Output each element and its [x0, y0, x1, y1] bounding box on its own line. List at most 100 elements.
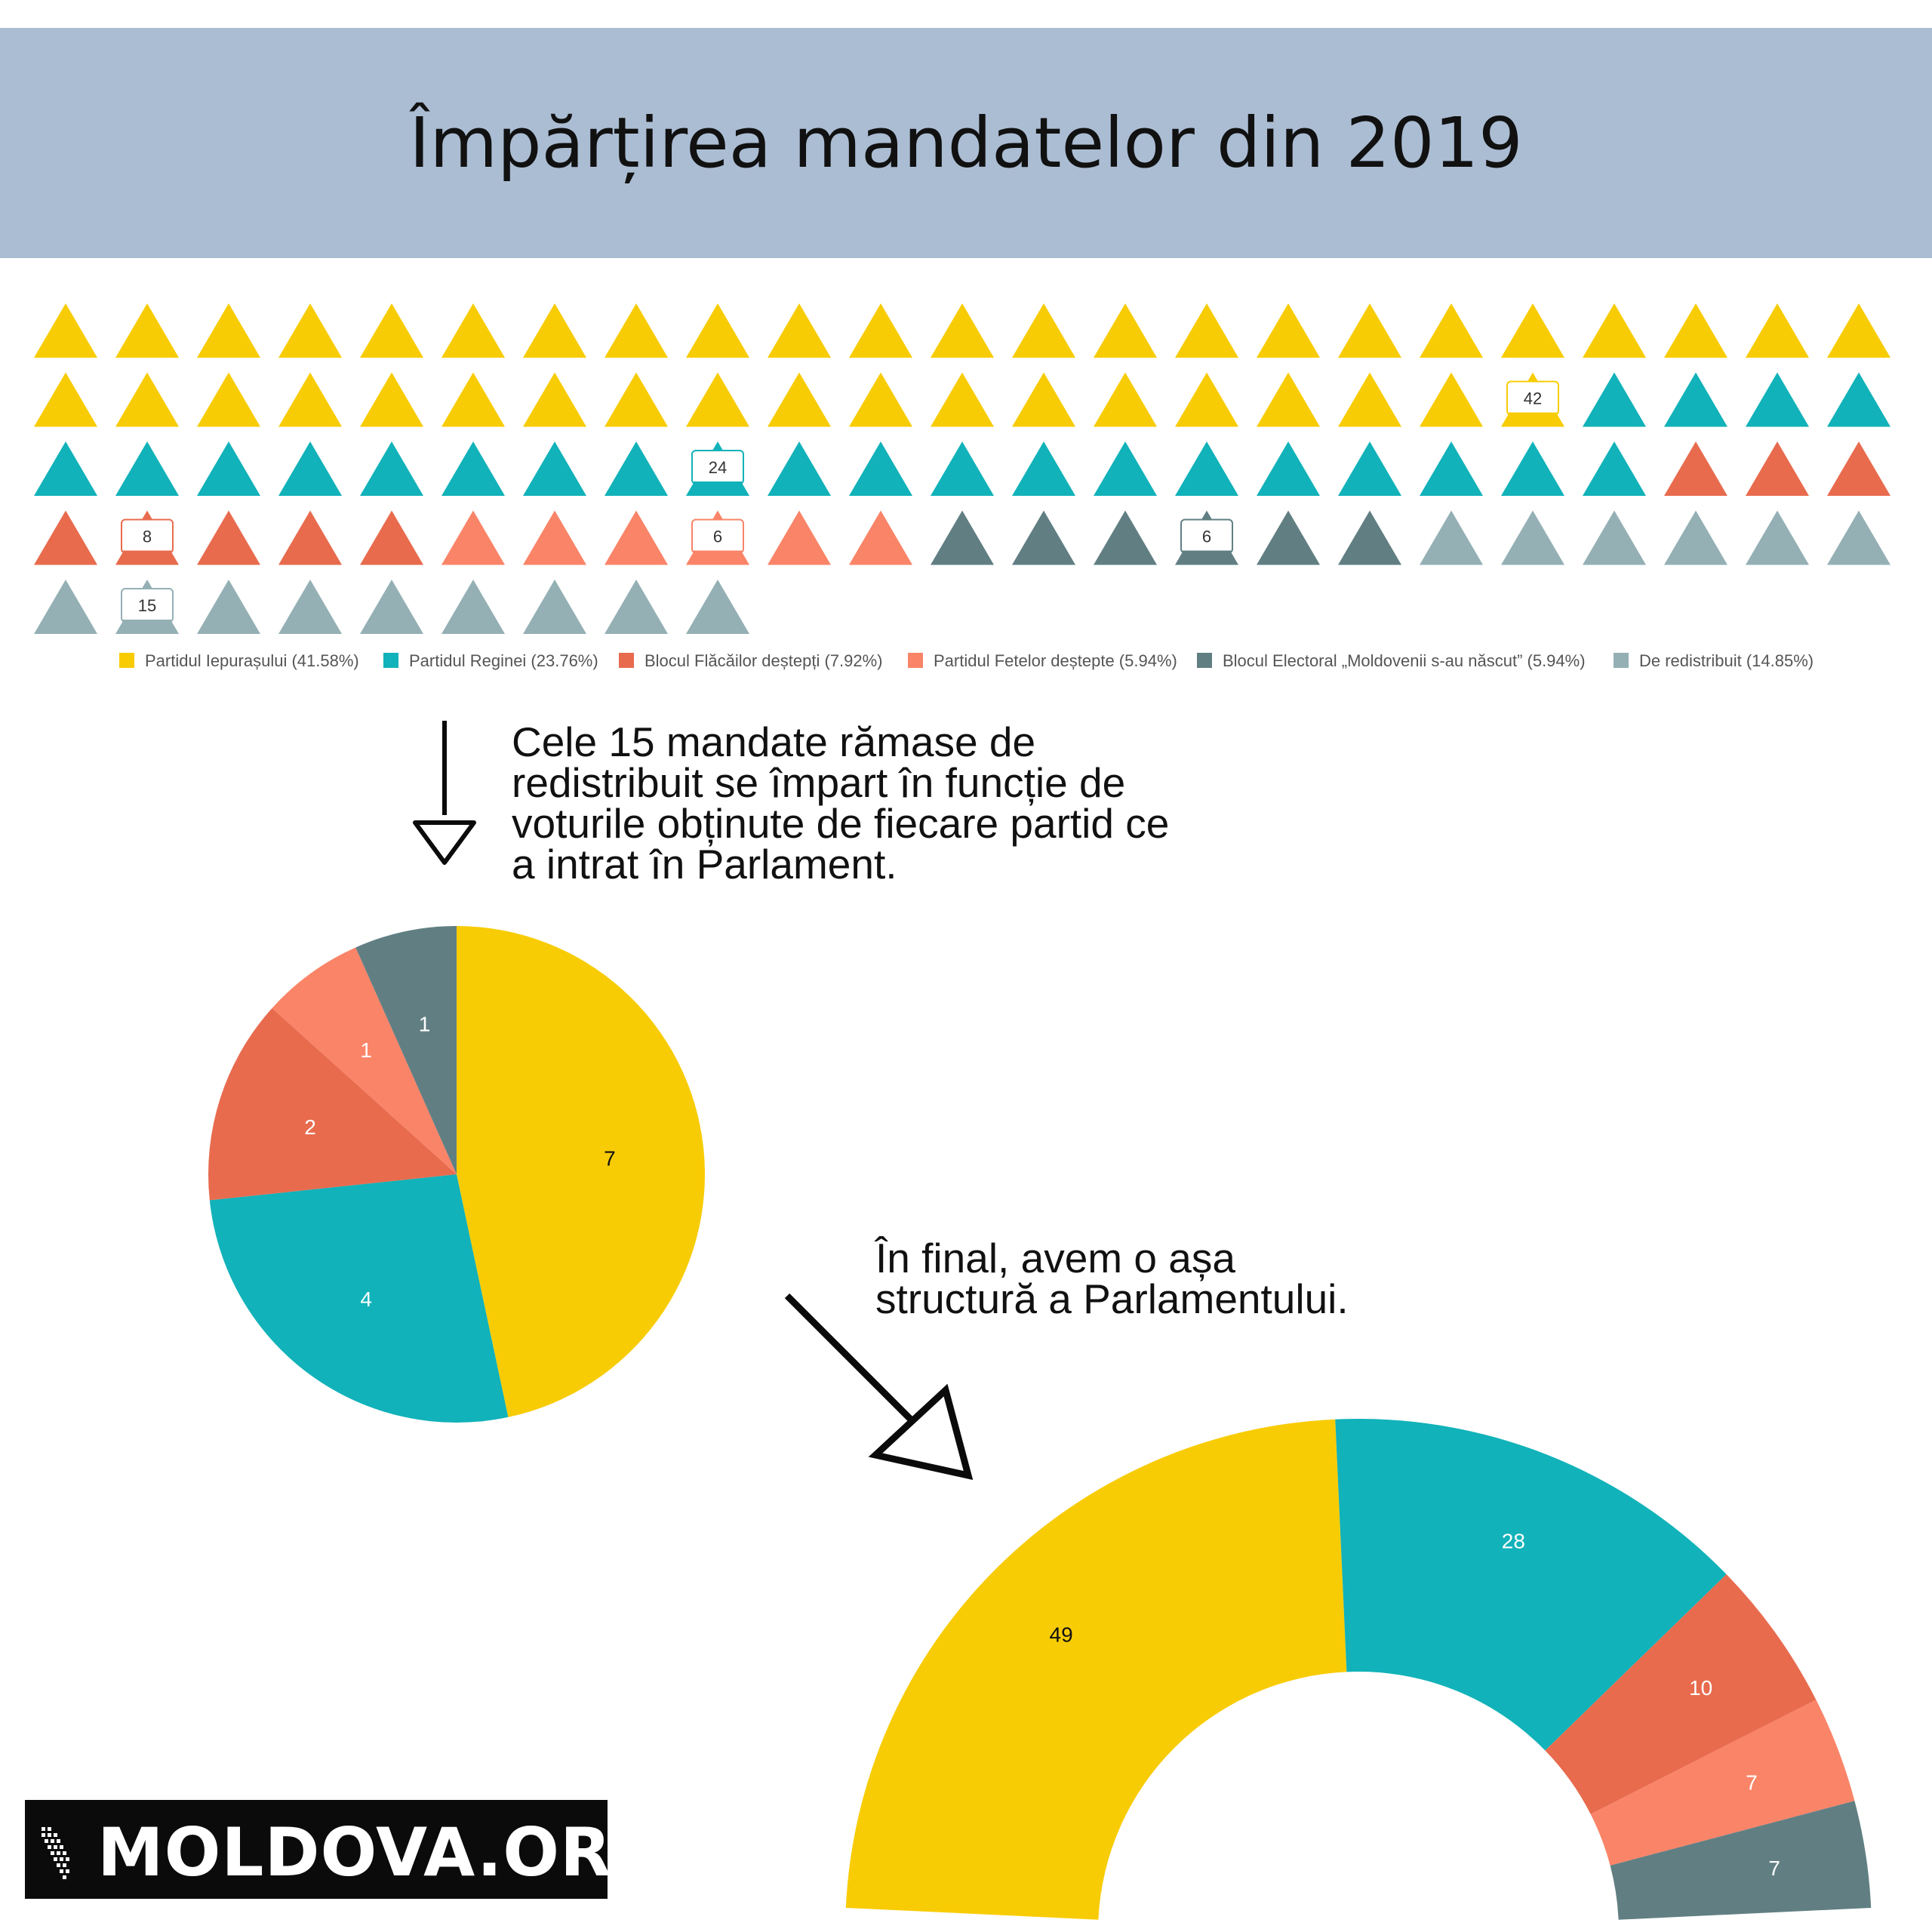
waffle-value-label: 15 — [138, 596, 156, 615]
redistribution-pie-chart: 7 4 2 1 1 — [208, 926, 706, 1423]
waffle-seat — [1012, 372, 1075, 427]
waffle-seat — [1501, 510, 1564, 565]
waffle-seat — [849, 303, 912, 358]
waffle-seat — [1420, 441, 1483, 496]
waffle-seat — [849, 372, 912, 427]
waffle-seat — [768, 372, 831, 427]
waffle-seat — [1175, 441, 1238, 496]
waffle-seat — [605, 580, 668, 634]
waffle-seat — [1012, 510, 1075, 565]
waffle-seat — [34, 510, 97, 565]
waffle-seat — [605, 510, 668, 565]
waffle-seat — [197, 510, 260, 565]
pie-slice-label: 1 — [360, 1038, 372, 1062]
waffle-seat — [1827, 441, 1890, 496]
waffle-chart: 42 24 8 6 6 15 — [34, 303, 1890, 634]
pie-slice — [208, 1008, 457, 1201]
pie-slice — [209, 1174, 509, 1423]
donut-segment — [1610, 1801, 1872, 1920]
waffle-seat — [1257, 372, 1320, 427]
donut-segment-label: 7 — [1768, 1857, 1780, 1880]
waffle-value-callout: 15 — [121, 583, 174, 623]
waffle-seat — [1175, 303, 1238, 358]
pie-slice — [457, 926, 706, 1417]
waffle-seat — [360, 580, 423, 634]
waffle-value-callout: 24 — [691, 445, 744, 485]
waffle-seat — [523, 510, 586, 565]
donut-segment-label: 10 — [1689, 1676, 1712, 1700]
redistribution-note: Cele 15 mandate rămase de redistribuit s… — [512, 718, 1170, 888]
waffle-value-callout: 6 — [1180, 513, 1233, 554]
waffle-seat — [1012, 441, 1075, 496]
pie-slice-label: 1 — [419, 1012, 431, 1035]
waffle-value-callout: 42 — [1506, 375, 1559, 416]
waffle-seat — [686, 372, 749, 427]
waffle-seat — [441, 580, 505, 634]
pie-slice-label: 7 — [604, 1147, 616, 1171]
waffle-value-label: 6 — [1202, 528, 1211, 546]
waffle-seat — [686, 580, 749, 634]
waffle-seat — [931, 303, 994, 358]
donut-segment-label: 49 — [1050, 1623, 1073, 1646]
waffle-seat — [34, 303, 97, 358]
waffle-seat — [1827, 510, 1890, 565]
pie-slice — [355, 926, 457, 1174]
waffle-seat — [768, 303, 831, 358]
waffle-seat — [1583, 510, 1646, 565]
donut-segment-label: 28 — [1502, 1530, 1525, 1553]
final-structure-note: În final, avem o așa structură a Parlame… — [875, 1235, 1349, 1322]
waffle-seat — [931, 510, 994, 565]
waffle-seat — [1338, 372, 1401, 427]
waffle-value-label: 42 — [1524, 389, 1542, 408]
pie-slice-label: 4 — [360, 1287, 372, 1311]
waffle-seat — [197, 580, 260, 634]
waffle-seat — [849, 441, 912, 496]
waffle-seat — [1664, 303, 1727, 358]
donut-segment — [1335, 1419, 1727, 1751]
waffle-seat — [1746, 510, 1809, 565]
donut-segment — [1545, 1574, 1817, 1814]
logo-text: MOLDOVA.ORG — [97, 1814, 668, 1891]
donut-segment — [845, 1419, 1347, 1920]
waffle-value-label: 24 — [709, 458, 727, 477]
waffle-seat — [1094, 372, 1157, 427]
waffle-seat — [1094, 510, 1157, 565]
waffle-seat — [605, 372, 668, 427]
parliament-semi-donut-chart: 49 28 10 7 7 — [845, 1419, 1872, 1920]
waffle-seat — [115, 303, 179, 358]
waffle-seat — [1338, 303, 1401, 358]
donut-segment-label: 7 — [1746, 1771, 1758, 1795]
waffle-seat — [1746, 303, 1809, 358]
waffle-seat — [1827, 303, 1890, 358]
down-arrow-icon — [413, 721, 476, 865]
waffle-seat — [441, 303, 505, 358]
waffle-seat — [1094, 441, 1157, 496]
waffle-value-callout: 6 — [691, 513, 744, 554]
waffle-seat — [523, 441, 586, 496]
waffle-seat — [523, 580, 586, 634]
waffle-seat — [931, 372, 994, 427]
waffle-seat — [1664, 441, 1727, 496]
waffle-seat — [523, 303, 586, 358]
waffle-seat — [197, 303, 260, 358]
moldova-org-logo[interactable]: MOLDOVA.ORG — [25, 1800, 666, 1899]
waffle-seat — [115, 372, 179, 427]
pie-slice — [272, 947, 457, 1174]
waffle-seat — [1257, 441, 1320, 496]
waffle-value-label: 8 — [143, 528, 152, 546]
waffle-value-label: 6 — [713, 528, 722, 546]
waffle-seat — [1746, 441, 1809, 496]
waffle-seat — [197, 441, 260, 496]
waffle-seat — [931, 441, 994, 496]
waffle-seat — [441, 372, 505, 427]
waffle-seat — [360, 372, 423, 427]
waffle-seat — [1257, 303, 1320, 358]
header-banner: Împărțirea mandatelor din 2019 — [0, 28, 1932, 258]
waffle-seat — [1501, 303, 1564, 358]
waffle-seat — [605, 303, 668, 358]
moldova-map-icon — [42, 1827, 69, 1879]
waffle-seat — [1094, 303, 1157, 358]
waffle-seat — [1175, 372, 1238, 427]
waffle-seat — [1257, 510, 1320, 565]
waffle-seat — [1664, 372, 1727, 427]
